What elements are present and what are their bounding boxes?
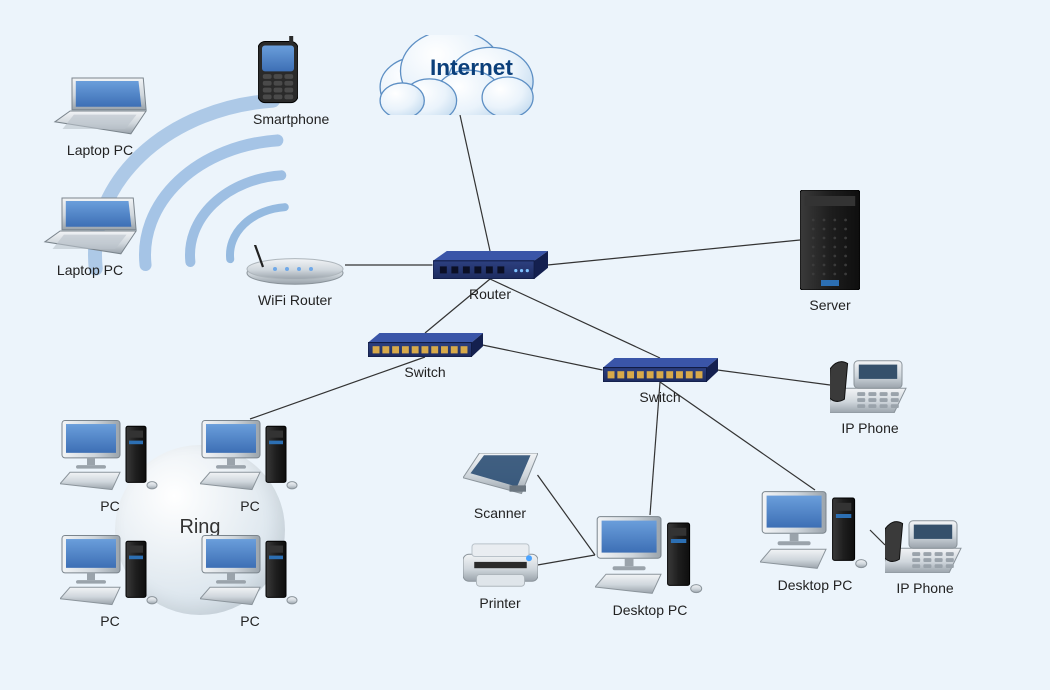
switch-icon <box>368 333 483 357</box>
edge <box>718 370 831 385</box>
node-desktop1: Desktop PC <box>595 515 705 618</box>
desktop-icon <box>200 419 300 491</box>
node-ipphone2: IP Phone <box>885 518 965 596</box>
router-icon <box>433 251 548 279</box>
node-label: Laptop PC <box>43 262 138 278</box>
network-diagram: RingSmartphoneLaptop PCLaptop PCWiFi Rou… <box>0 0 1050 690</box>
node-wifirouter: WiFi Router <box>245 245 345 308</box>
node-label: IP Phone <box>830 420 910 436</box>
node-pc_tr: PC <box>200 419 300 514</box>
node-pc_bl: PC <box>60 534 160 629</box>
ipphone-icon <box>830 358 910 413</box>
edge <box>538 555 596 565</box>
internet-label: Internet <box>430 55 513 81</box>
edge <box>538 475 596 555</box>
ipphone-icon <box>885 518 965 573</box>
scanner-icon <box>463 453 538 498</box>
node-laptop2: Laptop PC <box>43 195 138 278</box>
edge <box>460 115 490 251</box>
edge <box>548 240 801 265</box>
node-server: Server <box>800 190 860 313</box>
node-label: WiFi Router <box>245 292 345 308</box>
node-label: Server <box>800 297 860 313</box>
desktop-icon <box>60 534 160 606</box>
node-label: IP Phone <box>885 580 965 596</box>
printer-icon <box>463 543 538 588</box>
node-label: Switch <box>603 389 718 405</box>
node-switch2: Switch <box>603 358 718 405</box>
node-label: Desktop PC <box>760 577 870 593</box>
node-label: PC <box>200 498 300 514</box>
edge <box>483 345 603 370</box>
desktop-icon <box>200 534 300 606</box>
node-label: Scanner <box>463 505 538 521</box>
node-label: PC <box>200 613 300 629</box>
node-pc_br: PC <box>200 534 300 629</box>
node-label: Printer <box>463 595 538 611</box>
node-ipphone1: IP Phone <box>830 358 910 436</box>
desktop-icon <box>60 419 160 491</box>
smartphone-icon <box>258 36 298 104</box>
node-label: Desktop PC <box>595 602 705 618</box>
node-label: Laptop PC <box>53 142 148 158</box>
node-printer: Printer <box>463 543 538 611</box>
node-switch1: Switch <box>368 333 483 380</box>
laptop-icon <box>53 75 148 135</box>
switch-icon <box>603 358 718 382</box>
node-label: Switch <box>368 364 483 380</box>
node-label: PC <box>60 613 160 629</box>
node-pc_tl: PC <box>60 419 160 514</box>
desktop-icon <box>595 515 705 595</box>
node-label: Router <box>433 286 548 302</box>
node-laptop1: Laptop PC <box>53 75 148 158</box>
server-icon <box>800 190 860 290</box>
wifirouter-icon <box>245 245 345 285</box>
desktop-icon <box>760 490 870 570</box>
edge <box>870 530 885 545</box>
node-scanner: Scanner <box>463 453 538 521</box>
node-desktop2: Desktop PC <box>760 490 870 593</box>
laptop-icon <box>43 195 138 255</box>
node-smartphone: Smartphone <box>258 36 298 127</box>
node-label: PC <box>60 498 160 514</box>
node-label: Smartphone <box>253 111 293 127</box>
node-router: Router <box>433 251 548 302</box>
